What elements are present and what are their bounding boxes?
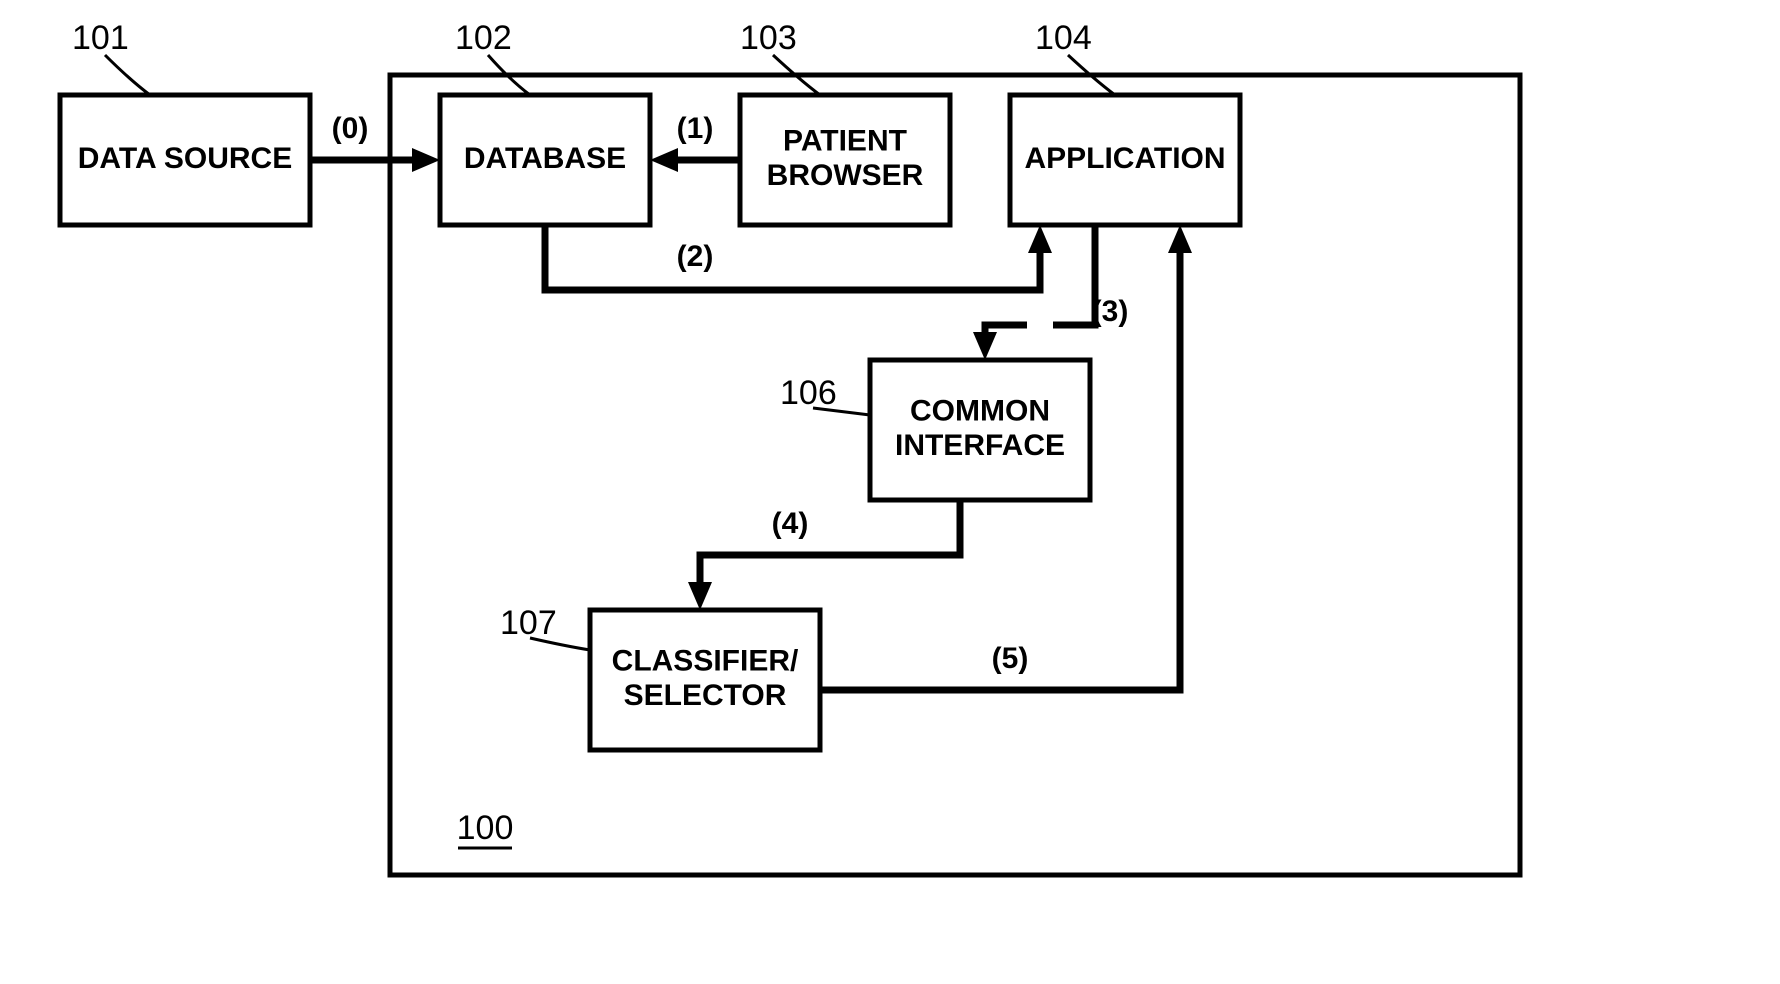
edge-label: (5) <box>992 642 1029 675</box>
arrowhead <box>688 582 712 610</box>
node-label: COMMON <box>910 395 1050 428</box>
edge-e1: (1) <box>650 112 740 172</box>
refnum-102: 102 <box>455 19 530 95</box>
refnum-text: 102 <box>455 19 512 57</box>
node-label: DATA SOURCE <box>78 142 292 175</box>
edge-label: (2) <box>677 240 714 273</box>
refnum-text: 101 <box>72 19 129 57</box>
refnum-104: 104 <box>1035 19 1115 95</box>
refnum-text: 103 <box>740 19 797 57</box>
node-label: PATIENT <box>783 125 907 158</box>
edge-e2: (2) <box>545 225 1052 290</box>
refnum-leader <box>105 55 150 95</box>
refnum-106: 106 <box>780 374 870 415</box>
edge-label: (0) <box>332 112 369 145</box>
edge-label: (1) <box>677 112 714 145</box>
refnum-103: 103 <box>740 19 820 95</box>
node-label: DATABASE <box>464 142 626 175</box>
arrowhead <box>412 148 440 172</box>
node-label: APPLICATION <box>1024 142 1225 175</box>
refnum-101: 101 <box>72 19 150 95</box>
node-database: DATABASE <box>440 95 650 225</box>
refnum-text: 106 <box>780 374 837 412</box>
arrowhead <box>1028 225 1052 253</box>
node-patient_browser: PATIENTBROWSER <box>740 95 950 225</box>
edge-e0: (0) <box>310 112 440 172</box>
arrowhead <box>650 148 678 172</box>
refnum-107: 107 <box>500 604 590 650</box>
refnum-text: 107 <box>500 604 557 642</box>
node-application: APPLICATION <box>1010 95 1240 225</box>
node-common_interface: COMMONINTERFACE <box>870 360 1090 500</box>
node-label: BROWSER <box>767 159 924 192</box>
diagram-canvas: (0) (1) (2) (3) (4) (5) DATA SOURCE DATABASE PAT… <box>0 0 1780 984</box>
edge-line <box>545 225 1040 290</box>
node-label: SELECTOR <box>624 679 787 712</box>
refnum-text: 104 <box>1035 19 1092 57</box>
node-label: CLASSIFIER/ <box>612 645 799 678</box>
edge-e4: (4) <box>688 500 960 610</box>
arrowhead <box>973 332 997 360</box>
refnum-leader <box>530 638 590 650</box>
node-label: INTERFACE <box>895 429 1065 462</box>
edge-label: (3) <box>1092 295 1129 328</box>
node-classifier_selector: CLASSIFIER/SELECTOR <box>590 610 820 750</box>
outer-id: 100 <box>457 809 514 847</box>
node-data_source: DATA SOURCE <box>60 95 310 225</box>
edge-line <box>700 500 960 593</box>
arrowhead <box>1168 225 1192 253</box>
edge-label: (4) <box>772 507 809 540</box>
